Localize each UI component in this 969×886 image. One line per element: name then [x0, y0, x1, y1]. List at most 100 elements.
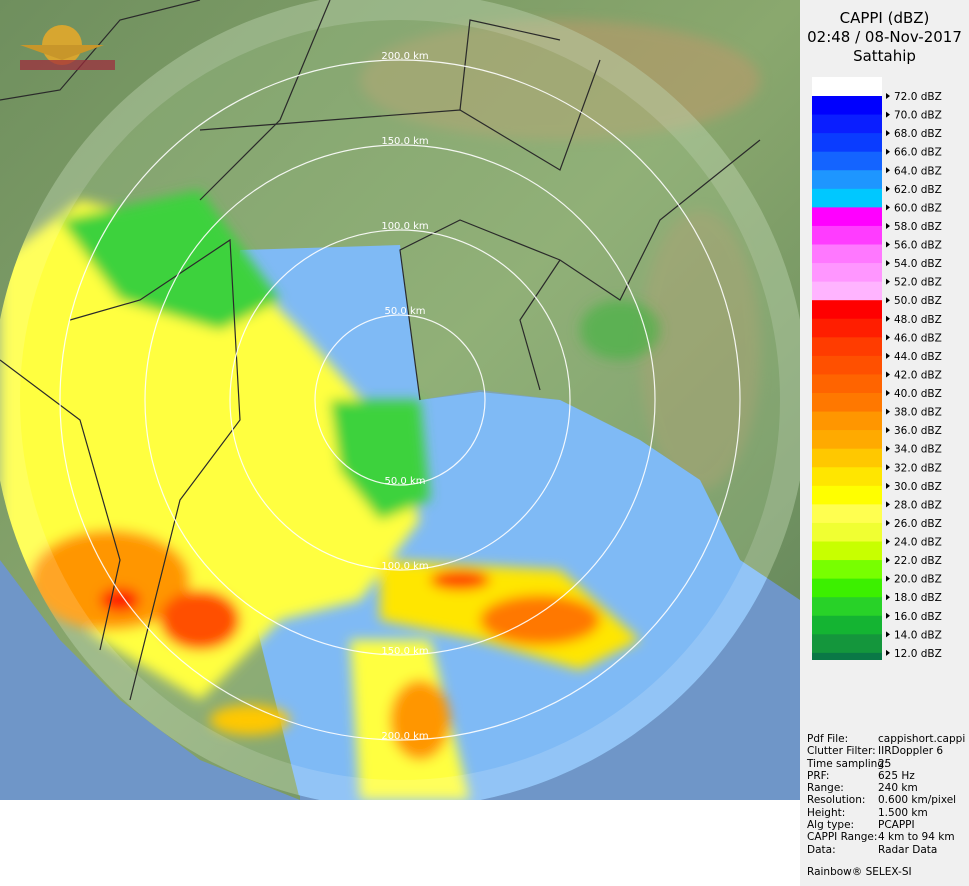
- legend-label: 48.0 dBZ: [894, 314, 942, 326]
- echoes: [0, 190, 660, 800]
- legend-pointer: [886, 538, 890, 545]
- ring-label: 50.0 km: [385, 306, 426, 317]
- info-key: CAPPI Range:: [807, 831, 878, 844]
- legend-swatch: [812, 467, 882, 487]
- info-row: Data: Radar Data: [807, 844, 965, 856]
- legend-swatch: [812, 337, 882, 357]
- ring-label: 200.0 km: [381, 731, 428, 742]
- legend-swatch: [812, 522, 882, 542]
- info-row: CAPPI Range: 4 km to 94 km: [807, 831, 965, 843]
- legend-pointer: [886, 130, 890, 137]
- info-value: PCAPPI: [878, 819, 915, 832]
- borders: [0, 0, 761, 701]
- info-key: Time sampling:: [807, 757, 888, 770]
- legend-pointer: [886, 557, 890, 564]
- legend-label: 12.0 dBZ: [894, 648, 942, 660]
- range-ring: [59, 59, 741, 741]
- legend-label: 38.0 dBZ: [894, 407, 942, 419]
- legend-label: 16.0 dBZ: [894, 611, 942, 623]
- legend-label: 26.0 dBZ: [894, 518, 942, 530]
- legend-swatch: [812, 504, 882, 524]
- legend-swatch: [812, 207, 882, 227]
- legend-swatch: [812, 151, 882, 171]
- legend-label: 66.0 dBZ: [894, 147, 942, 159]
- legend-swatch: [812, 133, 882, 153]
- info-key: Alg type:: [807, 819, 855, 832]
- info-key: Height:: [807, 806, 846, 819]
- legend-label: 58.0 dBZ: [894, 221, 942, 233]
- info-key: Resolution:: [807, 794, 866, 807]
- legend-pointer: [886, 612, 890, 619]
- info-value: Radar Data: [878, 843, 938, 856]
- site-name: Sattahip: [853, 47, 916, 65]
- legend-pointer: [886, 204, 890, 211]
- info-value: 4 km to 94 km: [878, 831, 955, 844]
- info-table: Pdf File: cappishort.cappi Clutter Filter:…: [807, 733, 965, 856]
- range-ring: [229, 229, 571, 571]
- logo: [20, 25, 115, 70]
- legend-pointer: [886, 575, 890, 582]
- legend-swatch: [812, 96, 882, 116]
- ring-label: 100.0 km: [381, 561, 428, 572]
- info-row: Clutter Filter: IIRDoppler 6: [807, 745, 965, 757]
- legend-pointer: [886, 390, 890, 396]
- info-key: Clutter Filter:: [807, 745, 876, 758]
- legend-pointer: [886, 482, 890, 489]
- legend-pointer: [886, 260, 890, 267]
- legend-swatch: [812, 560, 882, 580]
- legend-swatch: [812, 355, 882, 375]
- legend-pointer: [886, 427, 890, 434]
- legend-swatch: [812, 448, 882, 468]
- legend-label: 40.0 dBZ: [894, 388, 942, 400]
- legend-swatch: [812, 170, 882, 190]
- legend-label: 56.0 dBZ: [894, 240, 942, 252]
- info-value: 0.600 km/pixel: [878, 794, 957, 807]
- ring-label: 150.0 km: [381, 136, 428, 147]
- legend-pointer: [886, 334, 890, 341]
- legend-swatch: [812, 485, 882, 505]
- legend-swatch: [812, 318, 882, 338]
- legend-pointer: [886, 297, 890, 304]
- ring-label: 50.0 km: [385, 476, 426, 487]
- legend-swatch: [812, 281, 882, 301]
- info-row: Range: 240 km: [807, 782, 965, 794]
- legend-swatch: [812, 114, 882, 134]
- legend-label: 46.0 dBZ: [894, 332, 942, 344]
- info-value: 25: [878, 757, 892, 770]
- ring-label: 200.0 km: [381, 51, 428, 62]
- color-legend: 72.0 dBZ 70.0 dBZ 68.0 dBZ 66.0 dBZ 64.0 dBZ…: [812, 77, 942, 660]
- info-row: Pdf File: cappishort.cappi: [807, 733, 965, 745]
- legend-label: 30.0 dBZ: [894, 481, 942, 493]
- timestamp: 02:48 / 08-Nov-2017: [807, 28, 962, 46]
- legend-label: 68.0 dBZ: [894, 128, 942, 140]
- legend-label: 32.0 dBZ: [894, 462, 942, 474]
- legend-swatch: [812, 597, 882, 617]
- legend-label: 34.0 dBZ: [894, 444, 942, 456]
- side-panel: CAPPI (dBZ) 02:48 / 08-Nov-2017 Sattahip…: [800, 0, 969, 886]
- legend-label: 20.0 dBZ: [894, 574, 942, 586]
- range-rings: 50.0 km 50.0 km 100.0 km 100.0 km 150.0 km 15…: [59, 51, 741, 742]
- legend-swatch: [812, 393, 882, 413]
- legend-label: 52.0 dBZ: [894, 277, 942, 289]
- info-key: PRF:: [807, 769, 830, 782]
- legend-pointer: [886, 167, 890, 174]
- product-title: CAPPI (dBZ): [839, 9, 930, 27]
- legend-pointer: [886, 464, 890, 471]
- legend-swatch: [812, 615, 882, 635]
- info-value: 1.500 km: [878, 806, 928, 819]
- info-value: 240 km: [878, 782, 918, 795]
- legend-swatch: [812, 244, 882, 264]
- legend-label: 36.0 dBZ: [894, 425, 942, 437]
- legend-pointer: [886, 371, 890, 378]
- legend-label: 28.0 dBZ: [894, 499, 942, 511]
- legend-label: 44.0 dBZ: [894, 351, 942, 363]
- legend-swatch: [812, 430, 882, 450]
- legend-swatch: [812, 652, 882, 660]
- info-key: Pdf File:: [807, 733, 849, 745]
- ring-label: 150.0 km: [381, 646, 428, 657]
- info-row: Alg type: PCAPPI: [807, 819, 965, 831]
- info-row: Resolution: 0.600 km/pixel: [807, 794, 965, 806]
- legend-pointer: [886, 148, 890, 155]
- ring-label: 100.0 km: [381, 221, 428, 232]
